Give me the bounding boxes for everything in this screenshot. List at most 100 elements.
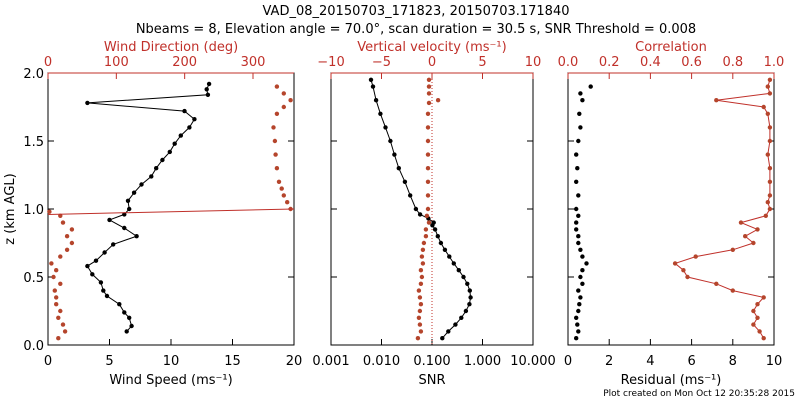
data-point	[576, 240, 581, 246]
x-top-tick-label: 0.4	[640, 55, 661, 70]
plot-frame	[47, 72, 295, 346]
data-point	[580, 98, 585, 103]
data-point	[440, 336, 445, 341]
data-point	[765, 152, 770, 157]
data-point	[160, 157, 165, 163]
data-point	[102, 250, 107, 255]
data-point	[139, 182, 144, 187]
title-line-1: VAD_08_20150703_171823, 20150703.171840	[263, 4, 570, 19]
wind-direction-wrap-line	[47, 208, 295, 215]
data-point	[578, 295, 583, 300]
data-point	[402, 179, 408, 184]
data-point	[129, 323, 134, 329]
x-bottom-tick-label: 0	[564, 354, 572, 369]
x-bottom-tick-label: 10	[766, 354, 783, 369]
data-point	[425, 193, 431, 198]
data-point	[575, 166, 580, 171]
x-bottom-tick-label: 6	[687, 354, 695, 369]
x-bottom-tick-label: 1.000	[464, 354, 501, 369]
data-point	[574, 336, 579, 341]
data-point	[584, 261, 589, 266]
y-tick-label: 0.5	[23, 271, 44, 286]
x-top-axis-label: Wind Direction (deg)	[104, 40, 238, 55]
data-point	[154, 166, 159, 171]
data-point	[578, 247, 583, 252]
data-point	[272, 138, 278, 144]
data-point	[104, 293, 110, 299]
x-bottom-tick-label: 10.000	[510, 354, 556, 369]
data-point	[204, 87, 209, 92]
plot-frame	[567, 72, 775, 346]
data-point	[425, 138, 431, 144]
data-point	[69, 240, 75, 246]
data-point	[580, 281, 585, 286]
data-point	[60, 220, 66, 225]
data-point	[461, 274, 466, 280]
data-point	[182, 108, 187, 114]
data-point	[122, 212, 127, 217]
x-top-axis-label: Correlation	[635, 40, 707, 55]
data-point	[578, 274, 583, 280]
data-point	[453, 322, 458, 327]
data-point	[751, 240, 756, 246]
x-bottom-tick-label: 2	[605, 354, 613, 369]
data-point	[765, 111, 770, 117]
data-point	[576, 234, 581, 239]
data-point	[442, 247, 448, 252]
data-point	[167, 149, 172, 155]
data-point	[274, 111, 280, 117]
x-bottom-axis-label: Residual (ms⁻¹)	[621, 373, 722, 388]
x-top-tick-label: 10	[525, 55, 542, 70]
data-point	[206, 81, 212, 87]
data-point	[426, 84, 432, 89]
data-point	[274, 84, 280, 89]
data-point	[419, 274, 425, 280]
data-point	[755, 315, 760, 320]
data-point	[187, 125, 192, 130]
x-top-tick-label: 200	[172, 55, 197, 70]
data-point	[416, 288, 422, 293]
data-point	[578, 125, 583, 130]
data-point	[447, 254, 452, 259]
data-point	[281, 91, 286, 96]
data-point	[435, 234, 440, 239]
x-bottom-tick-label: 0	[44, 354, 52, 369]
data-point	[421, 240, 427, 246]
data-point	[425, 166, 431, 171]
data-point	[738, 220, 744, 225]
data-point	[58, 281, 63, 286]
data-point	[576, 213, 581, 218]
data-point	[459, 315, 464, 320]
data-point	[408, 193, 413, 198]
data-point	[580, 254, 585, 259]
data-point	[761, 295, 766, 300]
series-line	[674, 79, 771, 339]
data-point	[467, 302, 472, 307]
x-bottom-tick-label: 0.001	[312, 354, 349, 369]
data-point	[693, 254, 698, 259]
x-top-tick-label: 0.6	[681, 55, 702, 70]
data-point	[276, 179, 282, 184]
data-point	[468, 295, 473, 300]
data-point	[574, 152, 579, 157]
x-bottom-tick-label: 20	[286, 354, 303, 369]
data-point	[54, 302, 59, 307]
x-top-tick-label: −10	[317, 55, 344, 70]
x-top-tick-label: 1.0	[764, 55, 785, 70]
data-point	[426, 91, 432, 96]
data-point	[58, 254, 63, 259]
data-point	[417, 212, 423, 217]
data-point	[64, 234, 70, 239]
data-point	[273, 152, 278, 157]
data-point	[285, 200, 290, 205]
data-point	[767, 125, 773, 130]
panel-wind: 0.0 0.5 1.0 1.5 2.0 z (km AGL) 0 5 10 15 20 Wind Sp…	[3, 40, 302, 388]
data-point	[574, 220, 579, 225]
data-point	[370, 84, 376, 89]
y-axis-label: z (km AGL)	[3, 173, 18, 244]
series-residual	[574, 84, 593, 341]
data-point	[58, 308, 63, 314]
data-point	[271, 125, 276, 130]
x-top-tick-label: 0	[44, 55, 52, 70]
data-point	[456, 268, 461, 273]
